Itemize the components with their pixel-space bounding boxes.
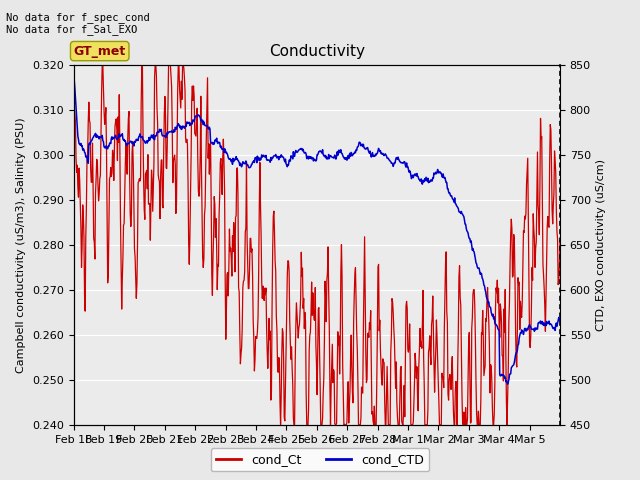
Text: No data for f_spec_cond
No data for f_Sal_EXO: No data for f_spec_cond No data for f_Sa…: [6, 12, 150, 36]
Text: GT_met: GT_met: [74, 45, 126, 58]
Y-axis label: Campbell conductivity (uS/m3), Salinity (PSU): Campbell conductivity (uS/m3), Salinity …: [17, 117, 26, 372]
Legend: cond_Ct, cond_CTD: cond_Ct, cond_CTD: [211, 448, 429, 471]
Title: Conductivity: Conductivity: [269, 45, 365, 60]
Y-axis label: CTD, EXO conductivity (uS/cm): CTD, EXO conductivity (uS/cm): [596, 159, 607, 331]
